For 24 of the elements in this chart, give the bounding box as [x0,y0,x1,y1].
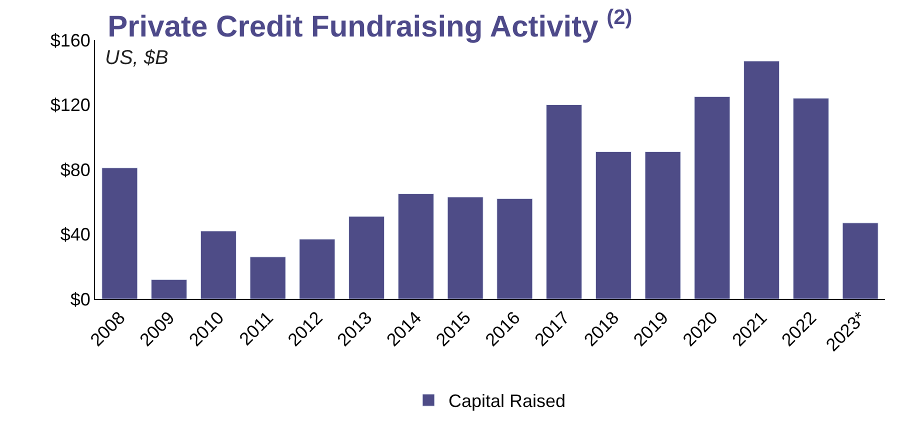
bar [250,256,286,299]
bar [744,60,780,299]
bar [496,198,533,299]
legend-label: Capital Raised [448,391,566,412]
y-tick-label: $80 [60,160,90,180]
bar [546,104,582,299]
y-tick-label: $0 [70,289,90,310]
bar [447,196,484,299]
bar [151,279,188,299]
y-tick-label: $40 [60,224,90,245]
bar [644,151,681,299]
bar [842,222,878,299]
bar [299,238,336,299]
y-tick-label: $160 [50,30,90,50]
bar [694,96,730,299]
bar [348,216,385,299]
bar [792,98,829,299]
bar [200,230,236,299]
chart-title: Private Credit Fundraising Activity $^{(2)}$ [108,6,632,44]
chart-subtitle: US, $B [105,47,168,69]
bar [102,168,138,299]
y-tick-label: $120 [50,95,90,116]
bar [595,151,632,299]
bar [398,194,434,299]
